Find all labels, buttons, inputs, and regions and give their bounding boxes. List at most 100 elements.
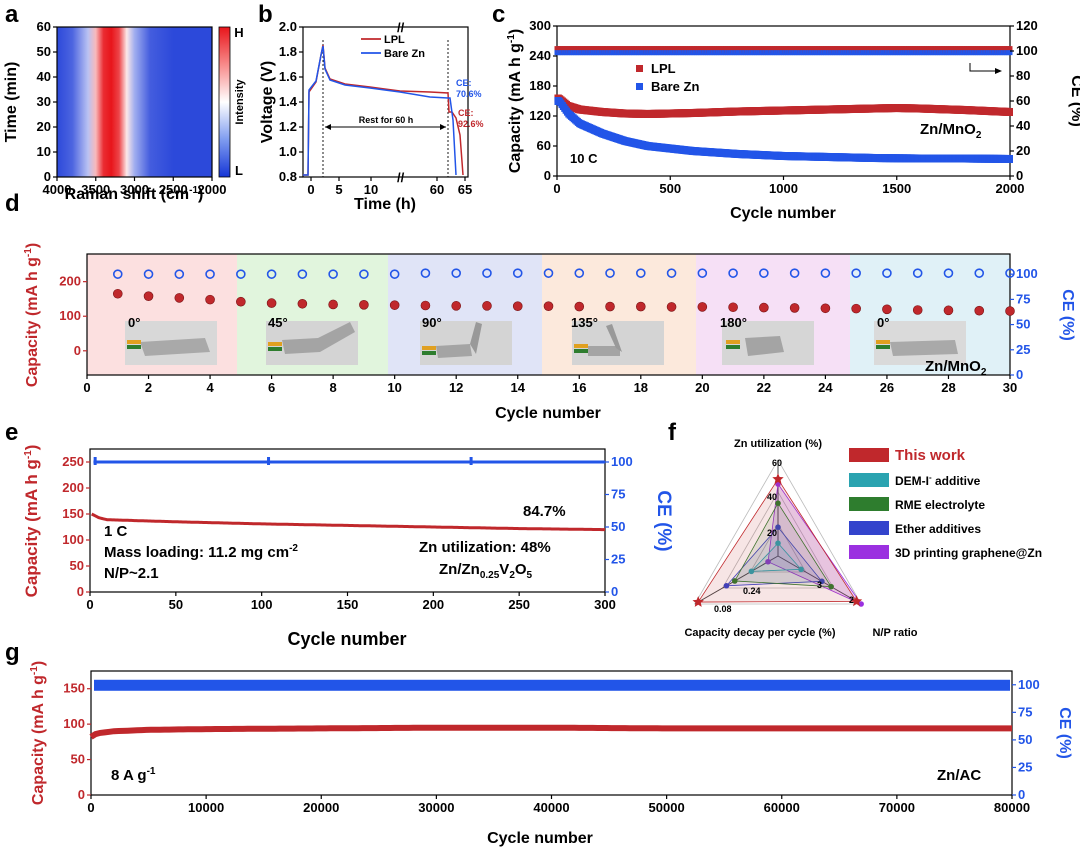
capacity-point — [820, 303, 831, 314]
y-tick-label: 300 — [529, 18, 551, 33]
radar-grid-ring — [694, 459, 862, 605]
x-tick-label: 100 — [251, 597, 273, 612]
capacity-point — [851, 303, 861, 314]
bend-angle-180: 180° — [720, 315, 747, 330]
radar-axis-np-ratio: N/P ratio — [872, 627, 917, 639]
bend-photo-180 — [722, 321, 814, 365]
capacity-curve — [89, 724, 1012, 740]
radar-area — [750, 542, 802, 572]
radar-chart-f: Zn utilization (%) N/P ratio Capacity de… — [684, 438, 1042, 639]
y-tick-label: 60 — [37, 19, 51, 34]
capacity-point — [512, 301, 523, 312]
y-tick-label: 0 — [544, 168, 551, 183]
capacity-point — [882, 304, 892, 315]
y-tick-label: 80 — [1016, 68, 1030, 83]
y-tick-label: 200 — [59, 274, 81, 289]
radar-tick-008: 0.08 — [714, 604, 732, 614]
legend-dem-additive: DEM-I- additive — [895, 473, 981, 488]
bend-photo-0 — [125, 321, 217, 365]
x-tick-label: 500 — [659, 181, 681, 196]
y-tick-label: 100 — [1016, 266, 1038, 281]
bend-angle-135: 135° — [571, 315, 598, 330]
x-tick-label: 200 — [422, 597, 444, 612]
radar-point — [765, 558, 771, 565]
rest-label: Rest for 60 h — [359, 115, 414, 125]
radar-point — [775, 524, 781, 530]
bending-d-y2label: CE (%) — [1059, 289, 1076, 341]
x-tick-label: 300 — [594, 597, 616, 612]
capacity-point — [143, 291, 154, 301]
radar-axis-capacity-decay: Capacity decay per cycle (%) — [684, 627, 835, 639]
ce-point — [328, 269, 338, 279]
bend-angle-90: 90° — [422, 315, 442, 330]
ce-spike — [267, 457, 271, 465]
legend-ether-additives: Ether additives — [895, 522, 981, 536]
capacity-point — [574, 301, 585, 312]
y-tick-label: 100 — [1018, 677, 1040, 692]
y-tick-label: 60 — [1016, 93, 1030, 108]
bend-angle-45: 45° — [268, 315, 288, 330]
y-tick-label: 20 — [1016, 143, 1030, 158]
colorbar-a — [218, 26, 231, 178]
x-tick-label: 8 — [330, 380, 337, 395]
x-tick-label: 60000 — [764, 800, 800, 815]
capacity-point — [297, 298, 308, 309]
ce-point — [266, 269, 277, 279]
ce-point — [605, 268, 615, 278]
capacity-point — [205, 294, 215, 305]
capacity-point — [451, 301, 462, 311]
x-tick-label: 40000 — [533, 800, 569, 815]
x-tick-label: 65 — [458, 182, 472, 197]
cycling-g-ylabel: Capacity (mA h g-1) — [29, 661, 47, 805]
ce-point — [420, 268, 431, 278]
x-tick-label: 60 — [430, 182, 444, 197]
capacity-lpl-point — [1007, 108, 1013, 116]
panel-label-d: d — [5, 190, 20, 217]
y-tick-label: 120 — [1016, 18, 1038, 33]
ce-point — [451, 268, 462, 278]
ce-point — [666, 268, 677, 278]
capacity-point — [482, 301, 492, 311]
capacity-point — [974, 305, 985, 316]
radar-f-series — [692, 473, 864, 607]
x-tick-label: 3500 — [81, 182, 110, 197]
heatmap-a-xlabel: Raman shift (cm-1) — [65, 185, 204, 203]
y-tick-label: 75 — [1016, 291, 1030, 306]
ce-point — [851, 268, 861, 278]
cycling-c-y2label: CE (%) — [1068, 75, 1080, 127]
system-label-c: Zn/MnO2 — [920, 121, 982, 141]
rate-label-c: 10 C — [570, 151, 598, 166]
x-tick-label: 2500 — [159, 182, 188, 197]
cycling-c-xticks: 0 500 1000 1500 2000 — [553, 176, 1024, 196]
mass-loading-label: Mass loading: 11.2 mg cm-2 — [104, 543, 298, 561]
ce-point — [236, 269, 246, 279]
heatmap-a: 4000 3500 3000 2500 2000 0 10 20 30 40 50 60 Raman… — [3, 19, 246, 203]
zn-utilization-label: Zn utilization: 48% — [419, 539, 551, 556]
x-tick-label: 1500 — [882, 181, 911, 196]
capacity-point — [728, 302, 738, 313]
ce-lpl-label: CE: 92.6% — [458, 108, 484, 129]
ce-point — [728, 268, 738, 278]
legend-3d-graphene: 3D printing graphene@Zn — [895, 546, 1042, 560]
capacity-point — [635, 301, 646, 312]
rate-label-e: 1 C — [104, 523, 128, 540]
x-tick-label: 0 — [307, 182, 314, 197]
voltage-b-xlabel: Time (h) — [354, 196, 416, 213]
cycling-e-yticks: 0 50 100 150 200 250 — [62, 454, 90, 599]
ce-point — [143, 269, 154, 279]
bend-photo-135 — [572, 321, 664, 365]
system-label-d: Zn/MnO2 — [925, 358, 987, 378]
x-tick-label: 30000 — [418, 800, 454, 815]
x-tick-label: 4 — [206, 380, 214, 395]
radar-tick-2: 2 — [849, 595, 854, 605]
radar-point — [731, 578, 738, 584]
x-tick-label: 50 — [169, 597, 183, 612]
ce-point — [974, 268, 985, 278]
radar-point — [748, 568, 755, 575]
rate-label-g: 8 A g-1 — [111, 766, 156, 784]
bend-angle-0-return: 0° — [877, 315, 889, 330]
radar-tick-3: 3 — [817, 580, 822, 590]
capacity-point — [420, 300, 431, 311]
y-tick-label: 50 — [1016, 317, 1030, 332]
radar-tick-20: 20 — [767, 528, 777, 538]
